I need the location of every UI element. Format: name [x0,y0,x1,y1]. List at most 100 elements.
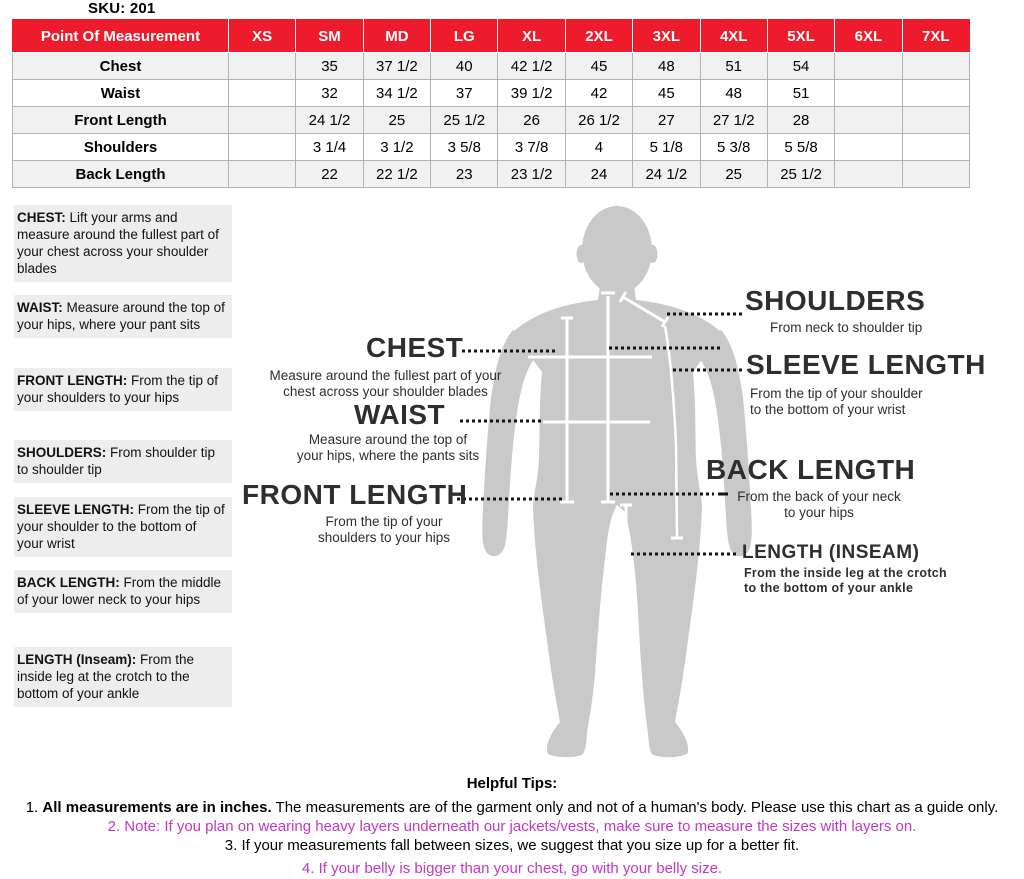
helpful-tips-title: Helpful Tips: [466,775,558,792]
size-value-cell: 25 1/2 [766,160,836,188]
size-value-cell: 5 3/8 [699,133,768,161]
size-value-cell [834,79,903,107]
size-value-cell: 37 [430,79,499,107]
size-value-cell [227,106,297,134]
size-value-cell: 24 1/2 [632,160,701,188]
tip-line: 2. Note: If you plan on wearing heavy la… [107,818,917,835]
measurement-label-cell: Waist [12,79,229,107]
size-table-container: Point Of Measurement XS SM MD LG XL 2XL 3XL 4XL 5… [12,19,971,188]
size-value-cell: 45 [632,79,701,107]
size-value-cell: 3 1/4 [295,133,364,161]
definition-text: From the tip of your shoulders to your h… [17,373,219,405]
size-value-cell: 48 [632,52,701,80]
size-value-cell: 5 5/8 [766,133,836,161]
definition-item: SLEEVE LENGTH: From the tip of your shou… [14,497,232,557]
size-value-cell: 26 [497,106,566,134]
size-value-cell: 24 1/2 [295,106,364,134]
definition-term: CHEST: [17,210,66,225]
size-table-row: Chest 35 37 1/2 40 42 1/2 45 48 51 54 [12,52,971,80]
back-length-diagram-sublabel: From the back of your neck to your hips [737,489,901,520]
size-value-cell: 51 [766,79,836,107]
size-value-cell: 3 7/8 [497,133,566,161]
col-header-size-5xl: 5XL [766,19,836,53]
sleeve-length-diagram-label: SLEEVE LENGTH [746,349,986,380]
size-table-row: Front Length 24 1/2 25 25 1/2 26 26 1/2 27 27 1… [12,106,971,134]
size-value-cell: 48 [699,79,768,107]
size-value-cell: 51 [699,52,768,80]
definition-item: BACK LENGTH: From the middle of your low… [14,570,232,613]
definition-text: From the middle of your lower neck to yo… [17,575,222,607]
col-header-size-xs: XS [227,19,297,53]
definition-item: CHEST: Lift your arms and measure around… [14,205,232,282]
col-header-size-xl: XL [497,19,566,53]
size-table-row: Waist 32 34 1/2 37 39 1/2 42 45 48 51 [12,79,971,107]
size-value-cell [227,160,297,188]
definition-term: LENGTH (Inseam): [17,652,137,667]
size-value-cell [901,52,971,80]
size-value-cell: 24 [564,160,634,188]
col-header-size-lg: LG [430,19,499,53]
size-value-cell: 39 1/2 [497,79,566,107]
size-table-header: Point Of Measurement XS SM MD LG XL 2XL 3XL 4XL 5… [12,19,971,53]
helpful-tips-list: 1. All measurements are in inches. The m… [0,798,1024,878]
size-table-row: Shoulders 3 1/4 3 1/2 3 5/8 3 7/8 4 5 1/8 5 3/8… [12,133,971,161]
shoulders-line [622,295,666,324]
tip-line: 3. If your measurements fall between siz… [224,837,800,854]
size-value-cell: 25 [699,160,768,188]
definitions-panel: CHEST: Lift your arms and measure around… [14,0,236,720]
back-length-diagram-label: BACK LENGTH [706,454,916,485]
sleeve-length-line [663,325,679,539]
definition-text: Lift your arms and measure around the fu… [17,210,219,276]
col-header-size-2xl: 2XL [564,19,634,53]
size-value-cell: 42 [564,79,634,107]
size-value-cell: 3 1/2 [362,133,432,161]
size-value-cell [901,133,971,161]
front-length-diagram-label: FRONT LENGTH [242,479,468,510]
size-table-header-row: Point Of Measurement XS SM MD LG XL 2XL 3XL 4XL 5… [12,19,971,53]
size-value-cell: 23 [430,160,499,188]
waist-diagram-label: WAIST [354,399,446,430]
col-header-size-6xl: 6XL [834,19,903,53]
definition-term: WAIST: [17,300,63,315]
definition-item: WAIST: Measure around the top of your hi… [14,295,232,338]
col-header-size-3xl: 3XL [632,19,701,53]
size-value-cell: 25 1/2 [430,106,499,134]
size-value-cell: 37 1/2 [362,52,432,80]
size-value-cell: 22 1/2 [362,160,432,188]
size-value-cell: 27 1/2 [699,106,768,134]
size-value-cell: 3 5/8 [430,133,499,161]
size-value-cell [901,160,971,188]
size-value-cell: 42 1/2 [497,52,566,80]
size-value-cell: 26 1/2 [564,106,634,134]
shoulders-diagram-label: SHOULDERS [745,285,926,316]
waist-diagram-sublabel: Measure around the top of your hips, whe… [296,432,480,463]
size-table: Point Of Measurement XS SM MD LG XL 2XL 3XL 4XL 5… [12,19,971,188]
measurement-label-cell: Front Length [12,106,229,134]
size-value-cell: 54 [766,52,836,80]
definition-item: LENGTH (Inseam): From the inside leg at … [14,647,232,707]
size-value-cell: 22 [295,160,364,188]
definition-term: BACK LENGTH: [17,575,120,590]
tip-line: 1. All measurements are in inches. The m… [25,799,999,816]
definition-text: From the inside leg at the crotch to the… [17,652,195,701]
definition-item: SHOULDERS: From shoulder tip to shoulder… [14,440,232,483]
size-table-row: Back Length 22 22 1/2 23 23 1/2 24 24 1/2 25 25 … [12,160,971,188]
size-value-cell: 35 [295,52,364,80]
helpful-tips-section: Helpful Tips: 1. All measurements are in… [0,775,1024,878]
size-value-cell [834,133,903,161]
inseam-diagram-label: LENGTH (INSEAM) [742,542,920,563]
col-header-size-md: MD [362,19,432,53]
size-table-body: Chest 35 37 1/2 40 42 1/2 45 48 51 54 Waist 32 34 1… [12,52,971,188]
measurement-label-cell: Back Length [12,160,229,188]
definition-text: From shoulder tip to shoulder tip [17,445,216,477]
definition-item: FRONT LENGTH: From the tip of your shoul… [14,368,232,411]
size-value-cell: 27 [632,106,701,134]
size-value-cell [901,79,971,107]
tip-line: 4. If your belly is bigger than your che… [301,860,723,877]
size-value-cell [834,52,903,80]
size-value-cell: 4 [564,133,634,161]
size-value-cell [834,106,903,134]
col-header-size-4xl: 4XL [699,19,768,53]
size-value-cell: 28 [766,106,836,134]
chest-diagram-sublabel: Measure around the fullest part of your … [269,368,502,399]
